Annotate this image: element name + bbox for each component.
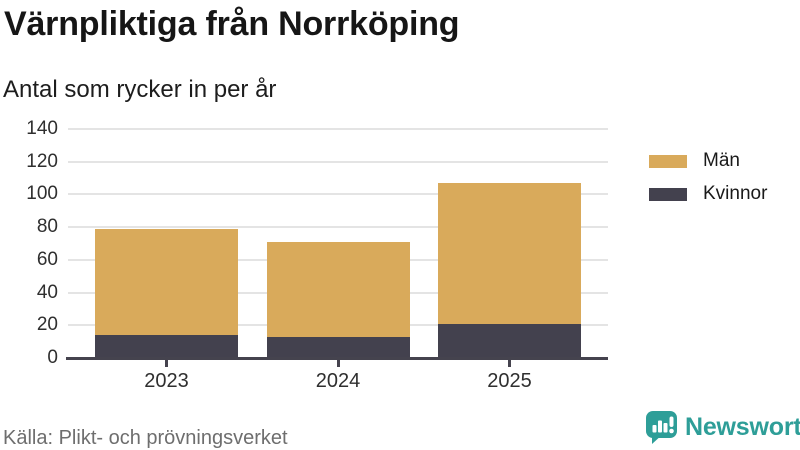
gridline <box>68 160 608 163</box>
x-axis-line <box>66 357 608 360</box>
legend: Män Kvinnor <box>649 150 767 205</box>
legend-label-kvinnor: Kvinnor <box>703 183 768 204</box>
x-tick-label-2023: 2023 <box>144 370 189 392</box>
bar-segment-män-2025 <box>438 182 581 324</box>
newsworthy-logo: Newsworthy <box>645 410 800 444</box>
x-tick-label-2024: 2024 <box>315 370 361 392</box>
bar-segment-män-2023 <box>95 228 238 336</box>
gridline <box>68 226 608 229</box>
y-tick-label: 40 <box>36 281 58 303</box>
source-note: Källa: Plikt- och prövningsverket <box>3 427 288 449</box>
bar-segment-kvinnor-2023 <box>95 335 238 358</box>
y-tick-label: 60 <box>36 248 58 270</box>
legend-swatch-kvinnor <box>649 187 687 201</box>
newsworthy-bar-chart-bubble-icon <box>646 411 677 444</box>
y-tick-label: 100 <box>26 183 58 205</box>
y-tick-label: 0 <box>47 347 58 368</box>
y-tick-label: 80 <box>36 216 58 238</box>
y-tick-label: 140 <box>26 118 58 139</box>
x-axis-tick <box>508 360 511 367</box>
legend-item-kvinnor: Kvinnor <box>649 183 767 205</box>
chart-title: Värnpliktiga från Norrköping <box>4 5 460 43</box>
gridline <box>68 128 608 130</box>
y-tick-label: 20 <box>36 314 58 336</box>
gridline <box>68 193 608 196</box>
legend-label-män: Män <box>703 150 740 171</box>
newsworthy-wordmark: Newsworthy <box>685 412 800 441</box>
y-tick-label: 120 <box>26 150 58 172</box>
chart-subtitle: Antal som rycker in per år <box>3 76 277 103</box>
legend-swatch-män <box>649 154 687 168</box>
bar-segment-kvinnor-2025 <box>438 323 581 358</box>
x-axis-tick <box>165 360 168 367</box>
legend-item-män: Män <box>649 150 767 172</box>
bar-segment-kvinnor-2024 <box>266 336 410 358</box>
bar-segment-män-2024 <box>266 241 410 337</box>
x-tick-label-2025: 2025 <box>487 370 532 392</box>
x-axis-tick <box>336 360 340 367</box>
